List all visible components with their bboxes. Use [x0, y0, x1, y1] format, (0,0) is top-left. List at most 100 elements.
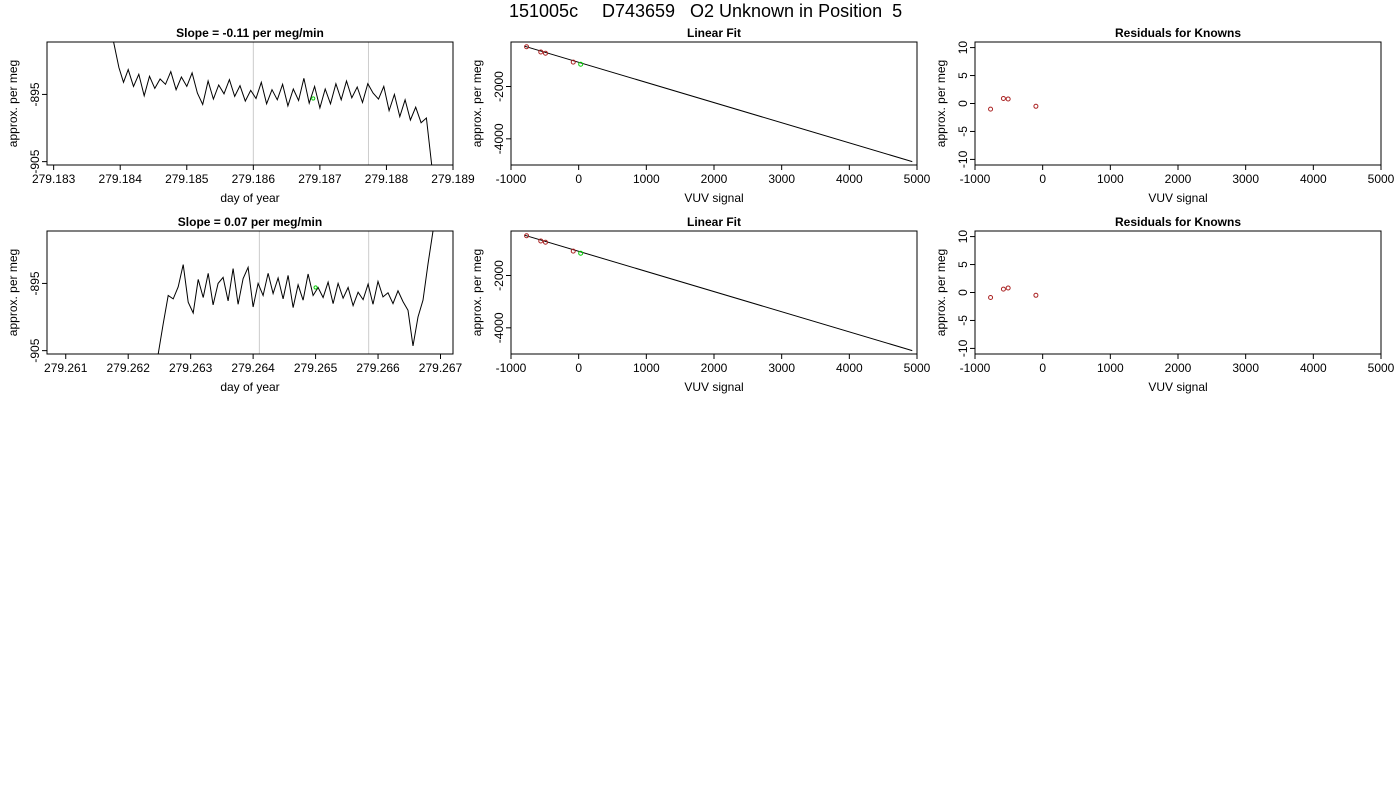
chart1-x-tick-label: 279.183 [32, 172, 76, 186]
chart6-y-tick-label: 0 [956, 289, 970, 296]
chart6-title: Residuals for Knowns [1115, 215, 1241, 229]
chart6-residual-point [1005, 285, 1011, 291]
chart3-y-tick-label: -5 [956, 126, 970, 137]
chart3-x-tick-label: 2000 [1165, 172, 1192, 186]
chart6-x-axis-label: VUV signal [1148, 380, 1207, 394]
chart3-residual-point [988, 106, 994, 112]
chart6-frame [974, 230, 1382, 355]
chart5: Linear Fit -1000 0 1000 2000 3000 4000 5000 -400… [470, 215, 931, 394]
chart5-plot-area [524, 233, 913, 352]
chart4-plot-area [157, 231, 438, 354]
chart3-frame [974, 41, 1382, 166]
chart2: Linear Fit -1000 0 1000 2000 3000 4000 5000 -400… [470, 26, 931, 205]
chart6-residual-point [1000, 286, 1006, 292]
chart6-y-axis-label: approx. per meg [934, 249, 948, 336]
chart5-unknown-point [578, 250, 584, 256]
chart5-x-tick-label: -1000 [496, 361, 527, 375]
chart5-title: Linear Fit [687, 215, 741, 229]
chart6-y-tick-label: 10 [956, 230, 970, 244]
chart2-x-tick-label: -1000 [496, 172, 527, 186]
chart1-x-tick-label: 279.184 [99, 172, 143, 186]
chart2-fit-line [524, 45, 913, 163]
chart5-y-tick-label: -2000 [492, 260, 506, 291]
chart3-y-tick-label: 5 [956, 72, 970, 79]
chart3-x-tick-label: 5000 [1368, 172, 1395, 186]
chart5-y-axis-label: approx. per meg [470, 249, 484, 336]
chart5-known-point [570, 248, 576, 254]
chart3-y-axis-label: approx. per meg [934, 60, 948, 147]
chart5-x-tick-label: 2000 [701, 361, 728, 375]
chart4-x-tick-label: 279.264 [231, 361, 275, 375]
figure-title-run-id: 151005c [509, 1, 578, 21]
chart1-y-axis-label: approx. per meg [6, 60, 20, 147]
chart2-known-point [524, 44, 530, 50]
chart4-x-tick-label: 279.266 [356, 361, 400, 375]
chart3-x-tick-label: 1000 [1097, 172, 1124, 186]
chart3-x-tick-label: -1000 [960, 172, 991, 186]
chart3-y-tick-label: 10 [956, 41, 970, 55]
chart6-x-tick-label: 4000 [1300, 361, 1327, 375]
chart6-y-tick-label: -10 [956, 339, 970, 357]
figure-title-description: O2 Unknown in Position 5 [690, 1, 902, 21]
chart5-y-tick-label: -4000 [492, 312, 506, 343]
chart2-known-point [543, 50, 549, 56]
chart4: Slope = 0.07 per meg/min 279.261 279.262 27… [6, 215, 463, 394]
chart5-known-point [538, 238, 544, 244]
chart2-x-tick-label: 2000 [701, 172, 728, 186]
chart4-x-tick-label: 279.261 [44, 361, 88, 375]
chart4-unknown-marker [313, 285, 318, 290]
chart1-x-tick-label: 279.186 [232, 172, 276, 186]
chart1-series-line [113, 42, 433, 165]
chart4-x-tick-label: 279.262 [107, 361, 151, 375]
chart1-x-axis-label: day of year [220, 191, 279, 205]
chart5-x-axis-label: VUV signal [684, 380, 743, 394]
chart6-y-tick-label: -5 [956, 315, 970, 326]
chart5-x-tick-label: 5000 [904, 361, 931, 375]
chart6-x-tick-label: 1000 [1097, 361, 1124, 375]
chart4-y-axis-label: approx. per meg [6, 249, 20, 336]
chart3-plot-area [988, 95, 1039, 112]
chart4-x-tick-label: 279.267 [419, 361, 463, 375]
chart6-plot-area [988, 285, 1039, 301]
chart6-x-tick-label: 2000 [1165, 361, 1192, 375]
chart4-y-tick-label: -905 [28, 338, 42, 362]
chart1-unknown-marker [311, 96, 316, 101]
chart6-x-tick-label: -1000 [960, 361, 991, 375]
chart2-y-axis-label: approx. per meg [470, 60, 484, 147]
chart1-x-tick-label: 279.187 [298, 172, 342, 186]
chart3-x-tick-label: 0 [1039, 172, 1046, 186]
chart6-x-tick-label: 3000 [1232, 361, 1259, 375]
chart2-x-tick-label: 1000 [633, 172, 660, 186]
chart1-x-tick-label: 279.188 [365, 172, 409, 186]
chart5-x-tick-label: 3000 [768, 361, 795, 375]
chart1-title: Slope = -0.11 per meg/min [176, 26, 324, 40]
chart6: Residuals for Knowns -1000 0 1000 2000 3000 40… [934, 215, 1395, 394]
chart2-frame [510, 41, 918, 166]
chart5-x-tick-label: 4000 [836, 361, 863, 375]
chart2-plot-area [524, 44, 913, 163]
chart3-x-tick-label: 4000 [1300, 172, 1327, 186]
chart4-x-axis-label: day of year [220, 380, 279, 394]
chart2-x-tick-label: 5000 [904, 172, 931, 186]
chart3-residual-point [1000, 95, 1006, 101]
chart2-title: Linear Fit [687, 26, 741, 40]
chart1-plot-area [113, 42, 433, 165]
chart2-x-axis-label: VUV signal [684, 191, 743, 205]
chart4-y-tick-label: -895 [28, 271, 42, 295]
chart2-known-point [570, 59, 576, 65]
chart6-x-tick-label: 0 [1039, 361, 1046, 375]
chart4-series-line [157, 231, 438, 354]
chart2-unknown-point [578, 61, 584, 67]
chart5-known-point [543, 239, 549, 245]
chart2-y-tick-label: -2000 [492, 71, 506, 102]
chart5-x-tick-label: 0 [575, 361, 582, 375]
chart6-residual-point [988, 295, 994, 301]
chart2-known-point [538, 49, 544, 55]
chart2-x-tick-label: 3000 [768, 172, 795, 186]
chart1-frame [46, 41, 454, 166]
chart3-residual-point [1005, 96, 1011, 102]
chart4-x-tick-label: 279.263 [169, 361, 213, 375]
chart3-residual-point [1033, 103, 1039, 109]
chart4-title: Slope = 0.07 per meg/min [178, 215, 322, 229]
chart2-x-tick-label: 0 [575, 172, 582, 186]
